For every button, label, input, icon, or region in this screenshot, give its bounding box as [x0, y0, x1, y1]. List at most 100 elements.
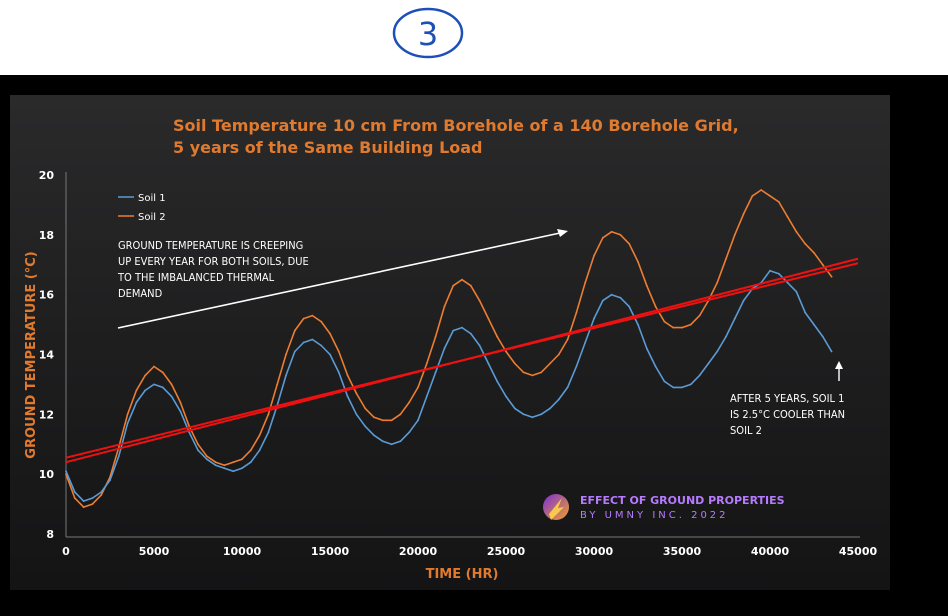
series-point [707, 362, 710, 365]
series-point [689, 383, 692, 386]
x-tick-label: 35000 [663, 545, 702, 558]
series-point [364, 407, 367, 410]
series-point [540, 413, 543, 416]
series-point [795, 290, 798, 293]
series-point [293, 350, 296, 353]
x-tick-label: 10000 [223, 545, 262, 558]
series-point [399, 413, 402, 416]
series-point [205, 455, 208, 458]
series-point [786, 281, 789, 284]
y-tick-label: 8 [46, 528, 54, 541]
series-point [337, 371, 340, 374]
series-point [241, 458, 243, 461]
series-point [610, 293, 613, 296]
series-point [214, 464, 217, 467]
series-point [100, 491, 103, 493]
annotation-after-line2: IS 2.5°C COOLER THAN [730, 408, 845, 421]
series-point [557, 353, 560, 356]
series-point [584, 341, 587, 344]
legend-label-soil1: Soil 1 [138, 193, 166, 204]
brand-line2: BY UMNY INC. 2022 [580, 510, 729, 521]
series-point [258, 434, 261, 437]
series-point [241, 467, 243, 470]
series-point [478, 344, 481, 347]
series-line-soil1 [65, 269, 833, 502]
series-point [223, 464, 226, 467]
series-point [276, 383, 279, 386]
series-point [549, 362, 551, 365]
series-point [637, 323, 639, 326]
series-point [804, 242, 807, 245]
series-point [82, 506, 85, 508]
page-mark: 3 [392, 7, 464, 59]
umny-logo-bolt-icon [549, 498, 564, 520]
series-point [760, 189, 763, 191]
series-point [267, 431, 270, 434]
series-point [610, 230, 613, 233]
series-point [346, 395, 349, 398]
series-point [408, 431, 411, 434]
series-point [478, 299, 481, 302]
series-point [170, 383, 173, 386]
y-tick-label: 14 [39, 349, 55, 362]
series-point [531, 416, 534, 419]
x-tick-label: 5000 [139, 545, 170, 558]
series-point [557, 398, 560, 401]
series-point [821, 263, 824, 266]
header-white-strip [0, 0, 948, 75]
y-tick-labels: 8 10 12 14 16 18 20 [39, 169, 55, 541]
series-point [645, 347, 648, 350]
series-point [593, 254, 595, 257]
annotation-after-line1: AFTER 5 YEARS, SOIL 1 [730, 392, 844, 405]
series-point [698, 374, 701, 377]
series-point [566, 386, 569, 389]
series-point [601, 299, 604, 302]
series-point [469, 332, 472, 335]
series-point [302, 341, 305, 344]
series-point [285, 353, 287, 356]
series-point [584, 281, 587, 284]
series-point [329, 353, 331, 356]
series-point [593, 317, 595, 320]
annotation-creeping-line1: GROUND TEMPERATURE IS CREEPING [118, 239, 303, 252]
y-axis-title: GROUND TEMPERATURE (°C) [24, 251, 39, 458]
series-point [663, 320, 666, 323]
series-point [135, 389, 138, 392]
annotation-after-line3: SOIL 2 [730, 424, 762, 437]
series-point [769, 195, 771, 197]
series-point [153, 365, 155, 368]
brand-line1: EFFECT OF GROUND PROPERTIES [580, 494, 785, 507]
series-point [522, 413, 525, 416]
series-point [408, 401, 411, 404]
series-point [804, 311, 807, 314]
y-tick-label: 10 [39, 468, 55, 481]
series-point [91, 497, 94, 499]
series-point [311, 314, 314, 317]
annotation-creeping: GROUND TEMPERATURE IS CREEPING UP EVERY … [117, 229, 568, 329]
y-tick-label: 18 [39, 229, 54, 242]
series-point [302, 317, 305, 320]
series-point [390, 419, 393, 422]
series-point [777, 201, 780, 203]
series-point [619, 296, 622, 299]
x-tick-label: 25000 [487, 545, 526, 558]
series-point [390, 443, 393, 446]
series-point [126, 422, 129, 425]
series-point [786, 216, 789, 218]
series-point [179, 401, 182, 404]
series-point [549, 407, 551, 410]
series-point [285, 374, 287, 377]
series-point [496, 335, 499, 338]
series-point [795, 230, 798, 233]
series-point [381, 419, 384, 422]
annotation-creeping-line4: DEMAND [118, 287, 163, 300]
series-point [346, 374, 349, 377]
series-point [540, 371, 543, 374]
series-point [645, 284, 648, 287]
series-point [821, 335, 824, 338]
series-point [461, 278, 463, 281]
series-point [399, 440, 402, 443]
series-point [681, 386, 683, 389]
series-point [425, 395, 428, 398]
